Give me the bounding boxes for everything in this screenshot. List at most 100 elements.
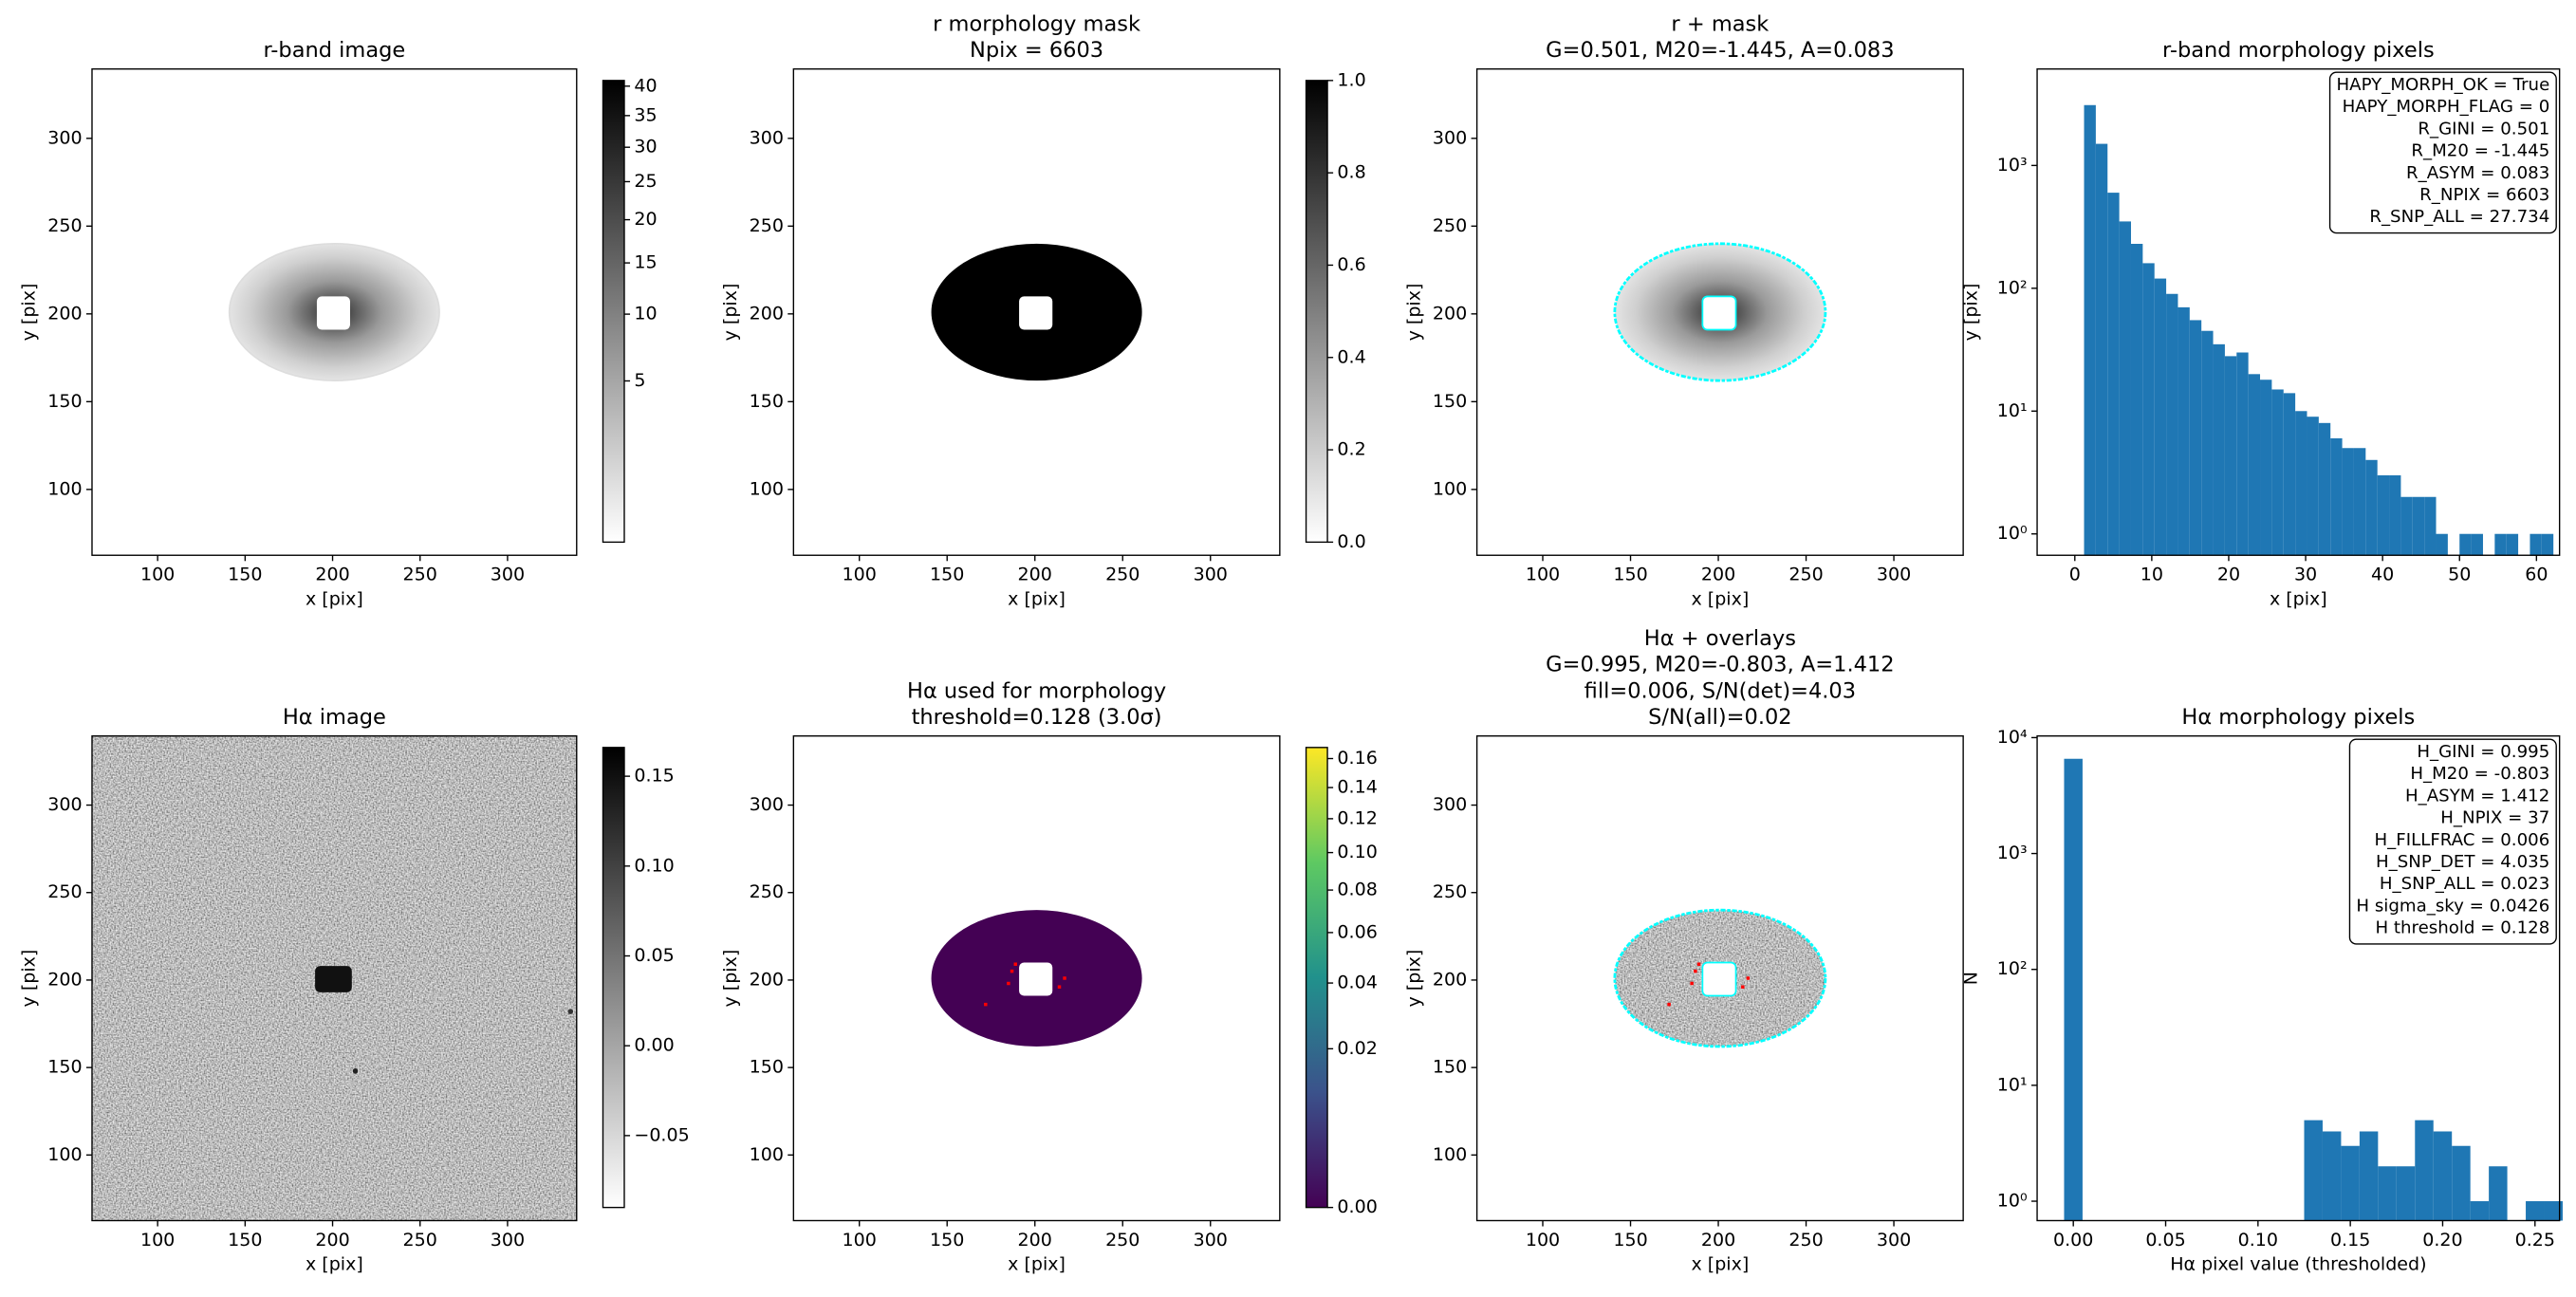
x-tick-label: 50 [2448, 565, 2471, 585]
x-tick-label: 250 [1105, 1230, 1140, 1251]
colorbar-tick-label: 0.02 [1337, 1038, 1377, 1059]
hist-bar [2095, 143, 2108, 556]
x-tick-label: 250 [1788, 565, 1823, 585]
hist-bar [2318, 422, 2331, 556]
hist-bar [2378, 1166, 2397, 1221]
x-tick-label: 300 [1194, 1230, 1228, 1251]
colorbar-tick-label: 1.0 [1337, 69, 1365, 90]
x-tick-label: 150 [930, 565, 964, 585]
colorbar-tick-label: 0.00 [634, 1035, 674, 1056]
x-tick-label: 0.10 [2238, 1230, 2278, 1251]
hist-bar [2084, 104, 2096, 556]
x-axis-label: x [pix] [306, 1254, 363, 1275]
detected-pixel [1007, 981, 1010, 986]
x-axis-label: x [pix] [2270, 588, 2327, 609]
y-tick-label: 250 [47, 215, 82, 236]
hist-bar [2119, 221, 2131, 556]
axes-frame [1475, 68, 1964, 556]
panel-title: fill=0.006, S/N(det)=4.03 [1585, 678, 1856, 703]
hist-bar [2142, 263, 2155, 556]
hist-bar [2436, 533, 2448, 556]
hist-bar [2304, 1120, 2323, 1221]
detected-pixel [1746, 976, 1751, 980]
colorbar-tick-label: 0.00 [1337, 1196, 1377, 1217]
x-tick-label: 100 [843, 565, 877, 585]
detected-pixel [1696, 962, 1701, 966]
y-tick-label: 100 [1433, 1144, 1467, 1165]
x-tick-label: 150 [930, 1230, 964, 1251]
x-axis-label: x [pix] [1691, 588, 1749, 609]
panel-title: threshold=0.128 (3.0σ) [912, 705, 1162, 730]
x-tick-label: 250 [403, 1230, 437, 1251]
y-tick-label: 300 [1433, 794, 1467, 815]
hist-bar [2166, 293, 2178, 556]
axes-frame [1475, 735, 1964, 1222]
y-axis-label: y [pix] [1960, 284, 1981, 342]
panel-title: Hα used for morphology [907, 678, 1166, 703]
y-tick-label: 150 [1433, 391, 1467, 412]
hist-bar [2365, 459, 2378, 556]
x-axis-label: x [pix] [1008, 1254, 1066, 1275]
y-tick-label: 10³ [1997, 155, 2028, 176]
panel-title: r + mask [1671, 11, 1769, 36]
y-axis-label: y [pix] [720, 284, 741, 342]
y-axis-label: y [pix] [19, 284, 40, 342]
panel: 100 150 200 250 300 100 150 200 250 300 x [pix] y [… [720, 11, 1366, 609]
x-tick-label: 100 [140, 565, 175, 585]
masked-core [1701, 295, 1737, 331]
y-tick-label: 200 [1433, 303, 1467, 324]
colorbar-tick-label: 0.14 [1337, 777, 1377, 798]
x-tick-label: 150 [1613, 565, 1647, 585]
y-tick-label: 150 [47, 1057, 82, 1078]
y-tick-label: 10⁰ [1997, 1191, 2028, 1212]
hist-bar [2307, 417, 2319, 556]
annotation: H_SNP_DET = 4.035 [2376, 852, 2549, 872]
panel: 100 150 200 250 300 100 150 200 250 300 x [pix] y [… [720, 678, 1378, 1274]
hist-bar [2494, 533, 2507, 556]
dark-spot [567, 1009, 574, 1014]
hist-bar [2377, 474, 2390, 556]
x-tick-label: 300 [1877, 1230, 1911, 1251]
axes-frame [91, 735, 578, 1222]
x-tick-label: 40 [2371, 565, 2394, 585]
colorbar-tick-label: 5 [634, 370, 645, 391]
hist-bar [2530, 533, 2542, 556]
axes-frame [2036, 735, 2561, 1222]
detected-pixel [1057, 985, 1062, 989]
colorbar-tick-label: −0.05 [634, 1124, 689, 1145]
hist-bar [2471, 533, 2483, 556]
colorbar-tick-label: 0.12 [1337, 807, 1377, 828]
hist-bar [2433, 1131, 2453, 1221]
panel: 100 150 200 250 300 100 150 200 250 300 x [pix] y [… [19, 38, 658, 609]
annotation: R_M20 = -1.445 [2411, 141, 2549, 161]
x-tick-label: 300 [1877, 565, 1911, 585]
colorbar-tick-label: 0.04 [1337, 973, 1377, 993]
panel: 100 150 200 250 300 100 150 200 250 300 x [pix] y [… [19, 705, 690, 1275]
detected-pixel [1013, 962, 1017, 966]
x-tick-label: 250 [1105, 565, 1140, 585]
hist-bar [2154, 278, 2167, 556]
hist-bar [2201, 330, 2214, 556]
axes-frame [792, 68, 1281, 556]
panel: 100 150 200 250 300 100 150 200 250 300 x [pix] y [… [1403, 11, 1964, 609]
y-tick-label: 250 [47, 881, 82, 902]
x-tick-label: 0.20 [2422, 1230, 2462, 1251]
hist-bar [2189, 320, 2202, 556]
x-tick-label: 250 [403, 565, 437, 585]
y-tick-label: 100 [750, 1144, 784, 1165]
panel: 100 150 200 250 300 100 150 200 250 300 x [pix] y [… [1403, 626, 1964, 1275]
x-tick-label: 60 [2525, 565, 2548, 585]
hist-bar [2459, 533, 2472, 556]
x-tick-label: 150 [1613, 1230, 1647, 1251]
hist-bar [2342, 448, 2354, 556]
y-tick-label: 200 [47, 969, 82, 990]
colorbar-tick-label: 0.16 [1337, 748, 1377, 769]
x-tick-label: 100 [843, 1230, 877, 1251]
axes-frame [91, 68, 578, 556]
panel-title: G=0.995, M20=-0.803, A=1.412 [1546, 653, 1894, 677]
y-tick-label: 150 [47, 391, 82, 412]
hist-bar [2506, 533, 2519, 556]
y-tick-label: 250 [1433, 881, 1467, 902]
hist-bar [2400, 496, 2413, 556]
panel-title: r morphology mask [933, 11, 1140, 36]
